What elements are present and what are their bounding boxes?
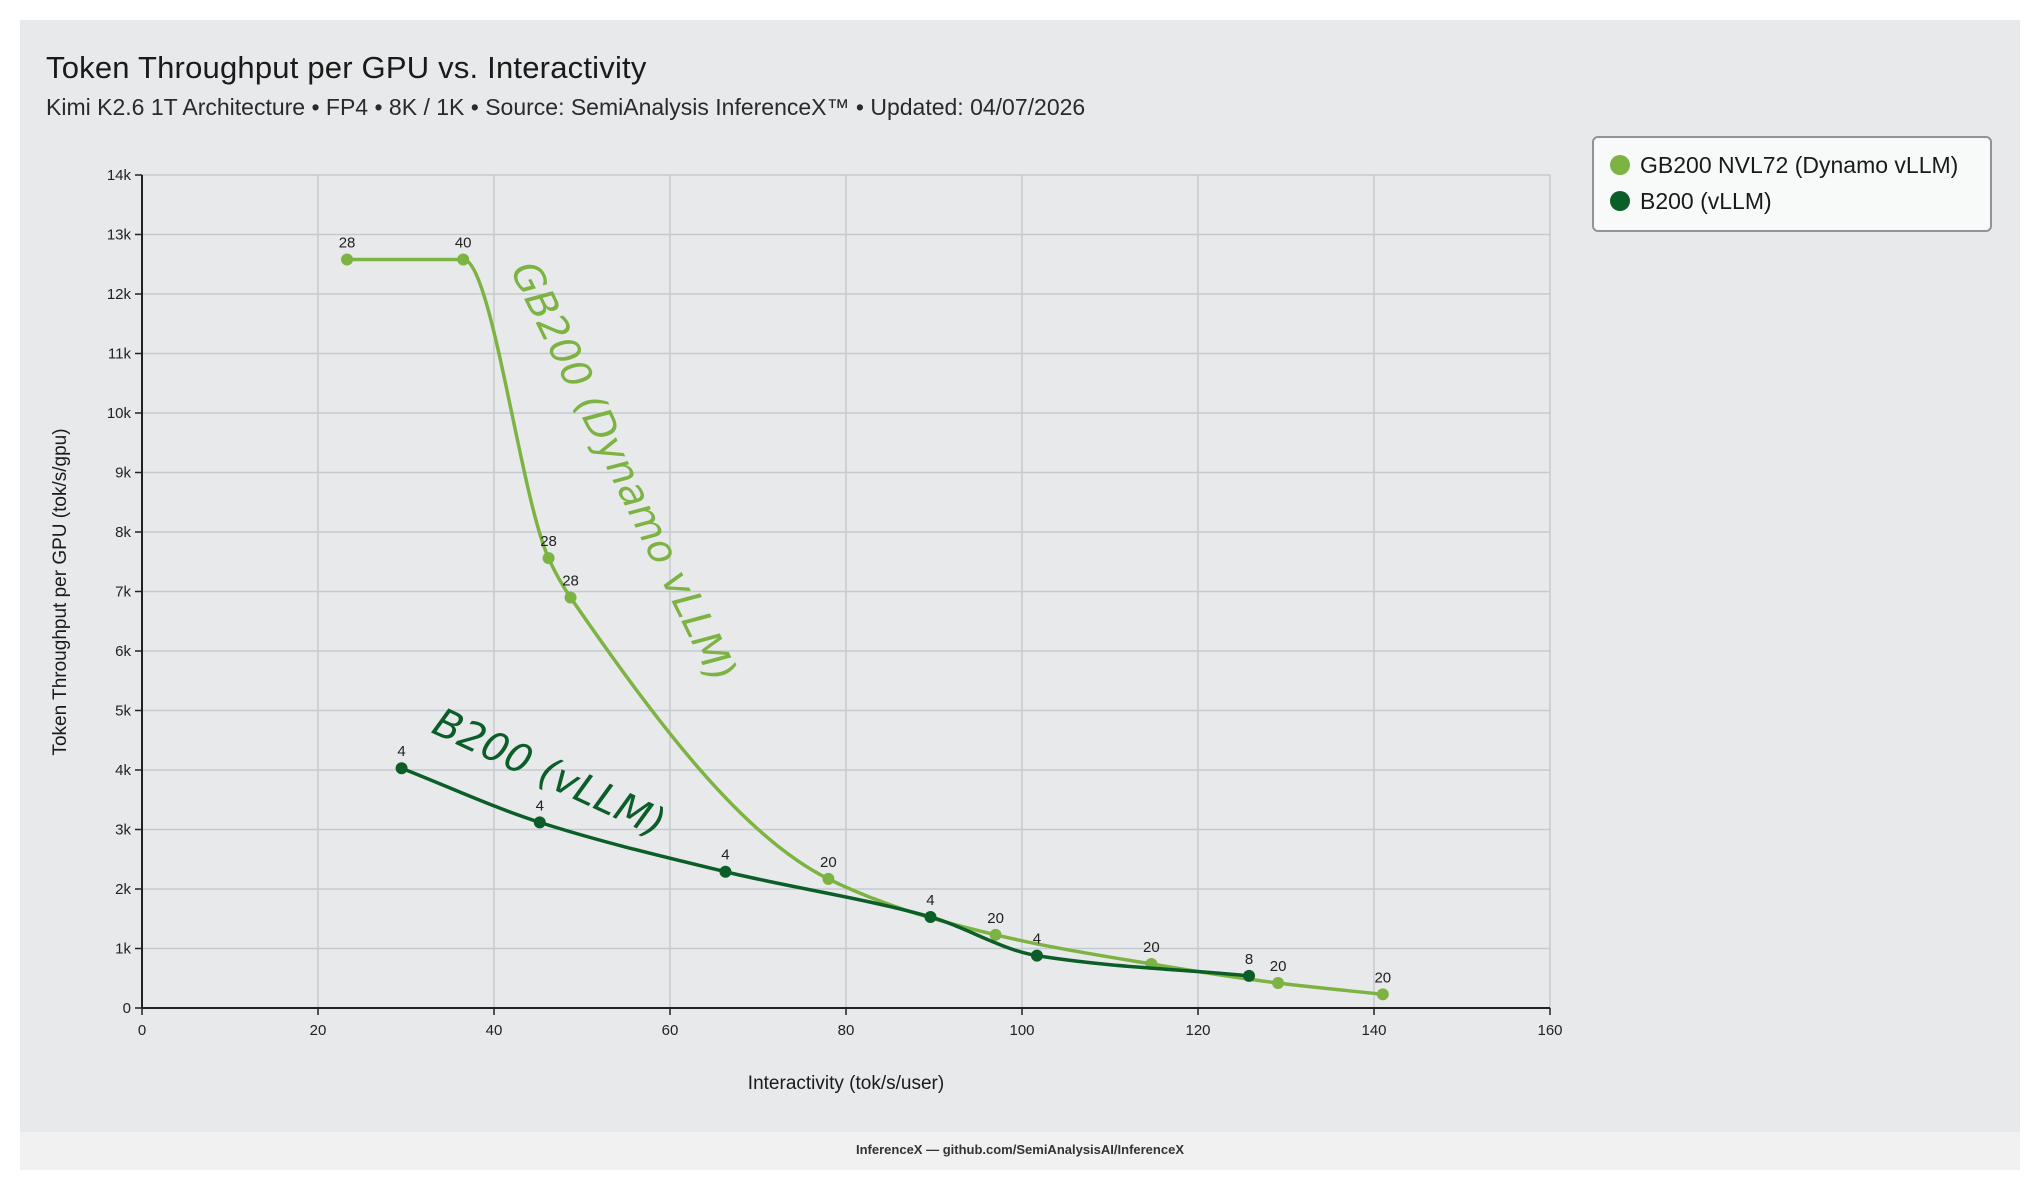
legend-label-b200: B200 (vLLM) [1640,187,1772,214]
x-tick-label: 40 [486,1022,503,1039]
data-label-gb200: 28 [540,533,557,550]
legend-item-b200[interactable]: B200 (vLLM) [1610,186,1772,216]
y-tick-label: 13k [107,227,132,244]
data-label-gb200: 28 [339,234,356,251]
data-point-b200[interactable] [1030,949,1043,962]
x-tick-label: 60 [662,1022,679,1039]
x-axis-label: Interactivity (tok/s/user) [748,1073,944,1094]
x-tick-label: 0 [138,1022,146,1039]
y-tick-label: 2k [115,881,131,898]
series-line-b200 [400,766,1250,978]
y-tick-label: 14k [107,167,132,184]
data-point-gb200[interactable] [989,928,1002,941]
legend-marker-gb200 [1610,155,1630,175]
y-tick-label: 9k [115,465,131,482]
series [341,253,1389,1001]
y-tick-label: 5k [115,703,131,720]
x-tick-label: 120 [1185,1022,1210,1039]
y-tick-label: 8k [115,524,131,541]
legend: GB200 NVL72 (Dynamo vLLM) B200 (vLLM) [1592,136,1992,232]
x-tick-label: 100 [1009,1022,1034,1039]
data-labels: 28 40 28 28 20 20 20 20 20 4 4 4 4 4 8 [339,234,1391,986]
data-label-gb200: 40 [455,234,472,251]
data-label-gb200: 20 [1270,958,1287,975]
chart-panel: Token Throughput per GPU vs. Interactivi… [20,20,2020,1170]
data-point-b200[interactable] [533,816,546,829]
y-tick-label: 4k [115,762,131,779]
data-label-gb200: 28 [562,572,579,589]
chart-title: Token Throughput per GPU vs. Interactivi… [46,50,647,85]
data-point-gb200[interactable] [1376,988,1389,1001]
data-label-b200: 4 [1033,931,1041,948]
y-tick-label: 10k [107,405,132,422]
grid [142,174,1551,1008]
y-tick-label: 7k [115,584,131,601]
x-tick-label: 80 [838,1022,855,1039]
legend-item-gb200[interactable]: GB200 NVL72 (Dynamo vLLM) [1610,150,1958,180]
data-label-gb200: 20 [987,910,1004,927]
axes: 0 20 40 60 80 100 120 140 160 0 1k 2k 3k 4k 5k 6k 7k 8k 9k… [107,167,1563,1039]
data-label-gb200: 20 [1374,969,1391,986]
y-tick-label: 6k [115,643,131,660]
data-label-b200: 8 [1245,951,1253,968]
y-tick-label: 0 [123,1000,131,1017]
data-point-gb200[interactable] [1272,977,1285,990]
y-axis-label: Token Throughput per GPU (tok/s/gpu) [50,428,71,755]
legend-marker-b200 [1610,191,1630,211]
data-label-b200: 4 [397,743,405,760]
x-tick-label: 20 [310,1022,327,1039]
y-tick-label: 12k [107,286,132,303]
data-point-gb200[interactable] [457,253,470,266]
chart-plot: semianalysis 02040608010012014016001k2k3… [50,167,1563,1094]
data-label-gb200: 20 [820,854,837,871]
legend-label-gb200: GB200 NVL72 (Dynamo vLLM) [1640,151,1959,178]
data-point-gb200[interactable] [564,591,577,604]
data-point-b200[interactable] [395,762,408,775]
x-tick-label: 140 [1361,1022,1386,1039]
data-point-gb200[interactable] [341,253,354,266]
data-label-b200: 4 [926,892,934,909]
data-label-b200: 4 [536,797,544,814]
data-point-gb200[interactable] [822,872,835,885]
data-label-b200: 4 [721,847,729,864]
chart-subtitle: Kimi K2.6 1T Architecture • FP4 • 8K / 1… [46,94,1086,120]
data-point-gb200[interactable] [542,552,555,565]
x-tick-label: 160 [1537,1022,1562,1039]
y-tick-label: 1k [115,941,131,958]
data-point-b200[interactable] [1243,969,1256,982]
footer-bar: InferenceX — github.com/SemiAnalysisAI/I… [20,1132,2020,1170]
y-tick-label: 3k [115,822,131,839]
data-label-gb200: 20 [1143,939,1160,956]
data-point-b200[interactable] [719,865,732,878]
footer-text[interactable]: InferenceX — github.com/SemiAnalysisAI/I… [856,1142,1184,1157]
y-tick-label: 11k [108,346,132,363]
data-point-b200[interactable] [924,910,937,923]
